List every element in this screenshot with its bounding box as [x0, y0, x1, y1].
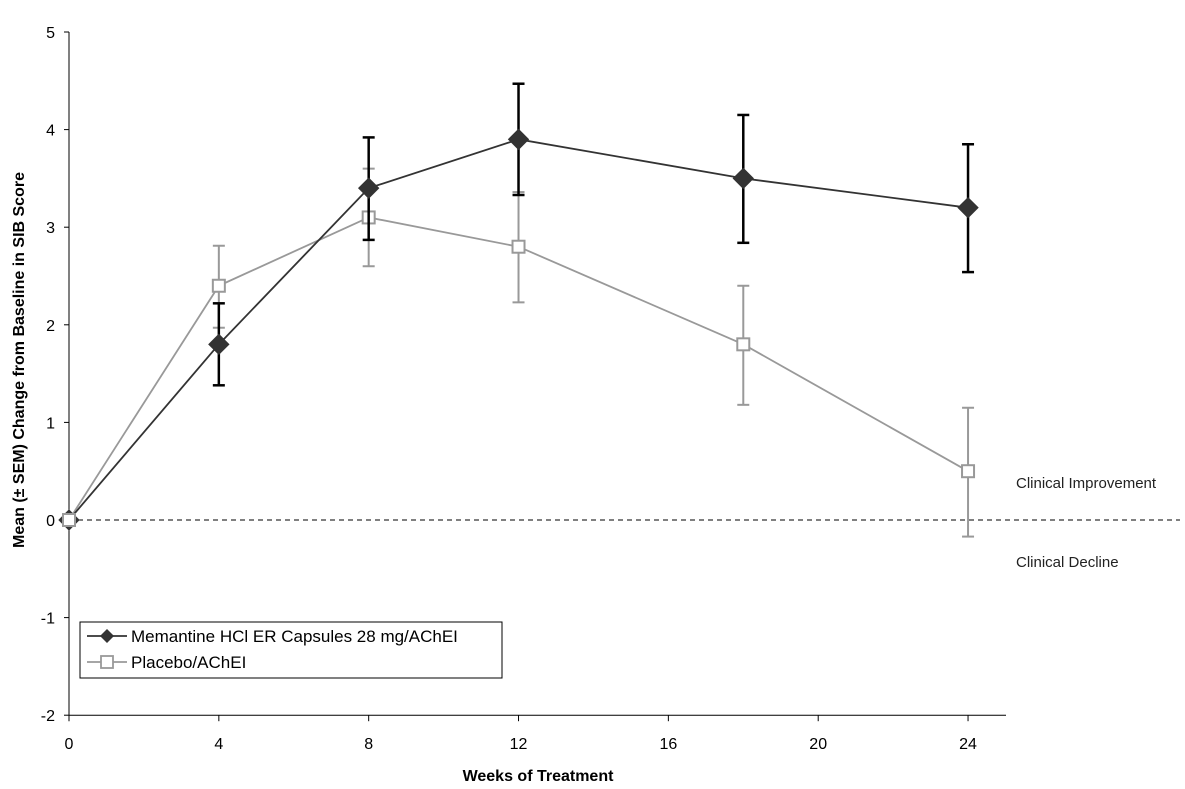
data-point-memantine: [357, 177, 380, 199]
legend-marker-memantine: [100, 629, 114, 643]
x-axis-title: Weeks of Treatment: [463, 768, 615, 785]
data-point-memantine: [732, 167, 754, 190]
series-placebo: [62, 167, 976, 538]
y-tick-label: 0: [46, 513, 55, 530]
annotation-clinical-improvement: Clinical Improvement: [1016, 475, 1157, 492]
x-tick-label: 0: [65, 736, 74, 753]
legend-diamond-icon: [100, 629, 114, 643]
series-memantine: [58, 82, 979, 531]
x-tick-label: 20: [809, 736, 827, 753]
x-tick-label: 24: [959, 736, 977, 753]
data-point-placebo-origin: [62, 513, 76, 527]
y-tick-label: -1: [41, 611, 55, 628]
y-tick-label: 4: [46, 123, 55, 140]
x-tick-label: 16: [659, 736, 677, 753]
y-tick-label: 3: [46, 220, 55, 237]
data-point-memantine: [957, 196, 979, 219]
labels-group: Weeks of Treatment Mean (± SEM) Change f…: [11, 172, 1157, 785]
x-tick-label: 8: [364, 736, 373, 753]
x-tick-label: 12: [510, 736, 528, 753]
data-point-memantine: [208, 333, 230, 356]
y-tick-label: 2: [46, 318, 55, 335]
y-axis-title: Mean (± SEM) Change from Baseline in SIB…: [11, 172, 28, 548]
annotation-clinical-decline: Clinical Decline: [1016, 554, 1119, 571]
series-line-placebo: [68, 216, 969, 521]
y-tick-label: -2: [41, 708, 55, 725]
legend-label-memantine: Memantine HCl ER Capsules 28 mg/AChEI: [131, 627, 458, 646]
legend: Memantine HCl ER Capsules 28 mg/AChEI Pl…: [79, 621, 503, 679]
legend-square-icon: [100, 655, 114, 669]
legend-box: [79, 621, 503, 679]
data-point-placebo: [211, 278, 226, 293]
data-point-placebo: [736, 337, 751, 352]
series-group: [58, 82, 979, 538]
data-point-placebo: [961, 464, 976, 479]
y-tick-label: 1: [46, 415, 55, 432]
legend-label-placebo: Placebo/AChEI: [131, 653, 246, 672]
series-line-memantine: [68, 138, 969, 521]
legend-marker-placebo: [100, 655, 114, 669]
data-point-memantine: [507, 128, 530, 151]
data-point-placebo: [511, 239, 526, 254]
x-tick-label: 4: [214, 736, 223, 753]
y-tick-label: 5: [46, 25, 55, 42]
